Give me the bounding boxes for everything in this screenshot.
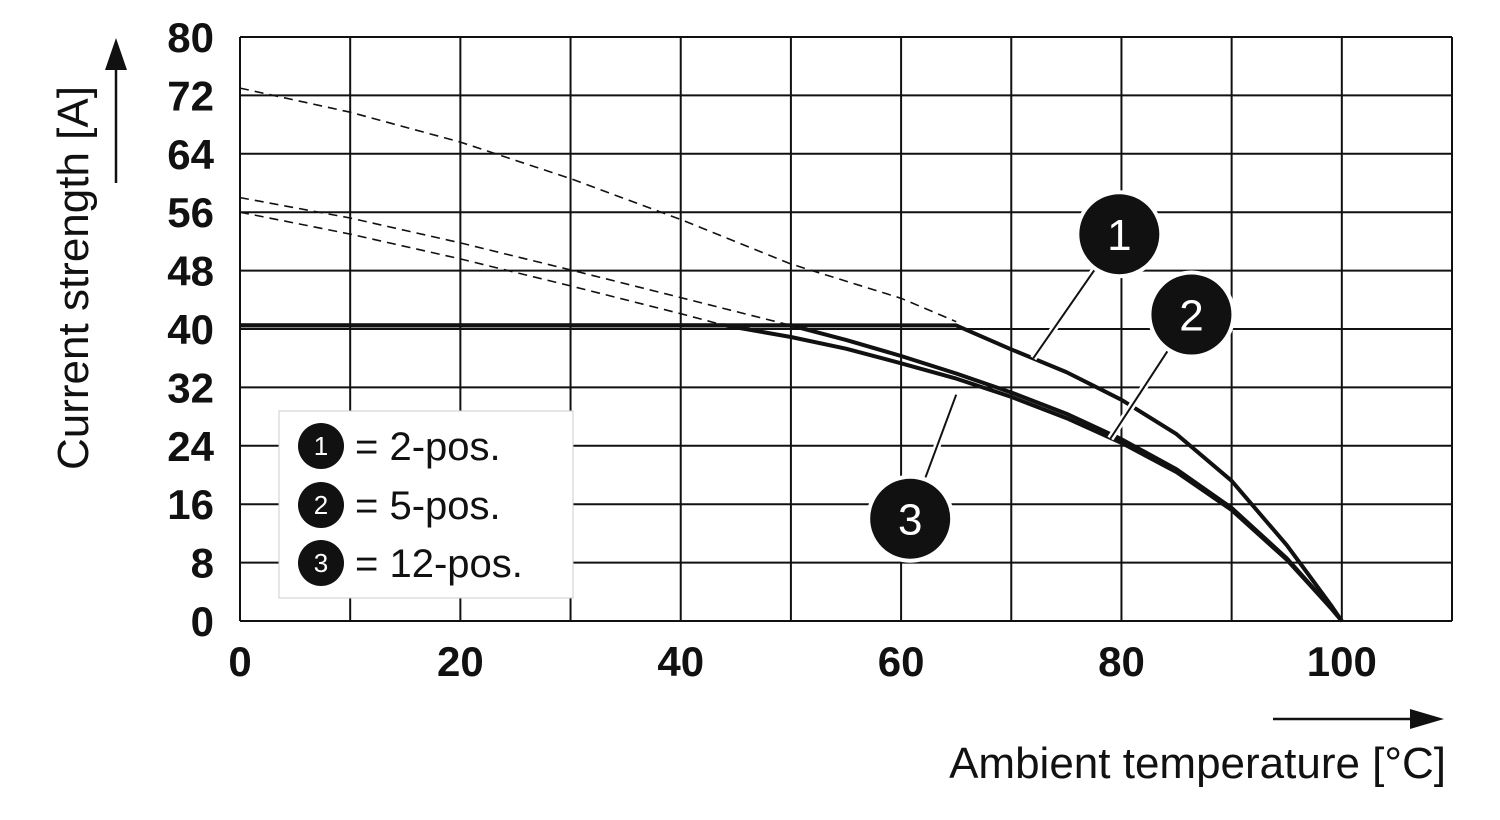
y-tick-label: 24 [167, 423, 214, 470]
y-tick-label: 48 [167, 248, 214, 295]
legend-item-3: 3 = 12-pos. [298, 540, 523, 586]
marker-2-leader [1109, 350, 1169, 440]
x-axis-title: Ambient temperature [°C] [949, 739, 1446, 788]
x-tick-label: 100 [1307, 638, 1377, 685]
series-3-dashed-line [239, 211, 726, 327]
marker-3-circle [866, 474, 955, 563]
series-2-dashed-line [239, 196, 792, 327]
chart-grid [239, 36, 1453, 622]
y-tick-label: 0 [191, 598, 214, 645]
legend-item-2: 2 = 5-pos. [298, 482, 501, 528]
marker-2-label: 2 [1179, 292, 1203, 341]
x-tick-label: 40 [657, 638, 704, 685]
legend-marker-1 [298, 423, 344, 469]
y-axis-title: Current strength [A] [49, 86, 98, 470]
series-1-line [240, 323, 1344, 623]
series-markers: 12 3 [866, 190, 1236, 563]
x-axis-arrow-head [1410, 709, 1444, 729]
legend-marker-1-label: 1 [314, 431, 328, 461]
marker-1-circle [1075, 190, 1164, 279]
legend-marker-2-label: 2 [314, 490, 328, 520]
legend-marker-2 [298, 482, 344, 528]
marker-3-leader [924, 394, 958, 478]
legend: 1 = 2-pos. 2 = 5-pos. 3 = 12-pos. [278, 410, 574, 599]
solid-series-group [240, 323, 1344, 623]
y-tick-label: 8 [191, 540, 214, 587]
x-tick-label: 60 [878, 638, 925, 685]
dashed-series-group [239, 87, 957, 327]
marker-3-label: 3 [898, 496, 922, 545]
y-axis-arrow-head [105, 38, 127, 70]
y-tick-label: 32 [167, 364, 214, 411]
series-1-dashed-line [239, 87, 957, 323]
legend-item-1: 1 = 2-pos. [298, 423, 501, 469]
x-axis-title-group: Ambient temperature [°C] [949, 709, 1446, 788]
legend-marker-3-label: 3 [314, 548, 328, 578]
legend-label-2: = 5-pos. [355, 484, 501, 528]
y-tick-label: 80 [167, 14, 214, 61]
marker-2-circle [1147, 270, 1236, 359]
legend-marker-3 [298, 540, 344, 586]
x-tick-label: 80 [1098, 638, 1145, 685]
y-tick-label: 16 [167, 481, 214, 528]
series-3-line [240, 323, 1344, 623]
y-tick-label: 40 [167, 306, 214, 353]
y-axis-title-group: Current strength [A] [49, 38, 127, 470]
marker-1-label: 1 [1107, 211, 1131, 260]
x-tick-label: 0 [228, 638, 251, 685]
legend-label-3: = 12-pos. [355, 542, 523, 586]
y-tick-label: 72 [167, 72, 214, 119]
y-tick-labels: 0 8 16 24 32 40 48 56 64 72 80 [167, 14, 214, 645]
legend-label-1: = 2-pos. [355, 425, 501, 469]
y-tick-label: 56 [167, 189, 214, 236]
marker-1-leader [1032, 269, 1096, 359]
x-tick-label: 20 [437, 638, 484, 685]
y-tick-label: 64 [167, 131, 214, 178]
marker-leader-lines [922, 268, 1171, 479]
x-tick-labels: 0 20 40 60 80 100 [228, 638, 1377, 685]
